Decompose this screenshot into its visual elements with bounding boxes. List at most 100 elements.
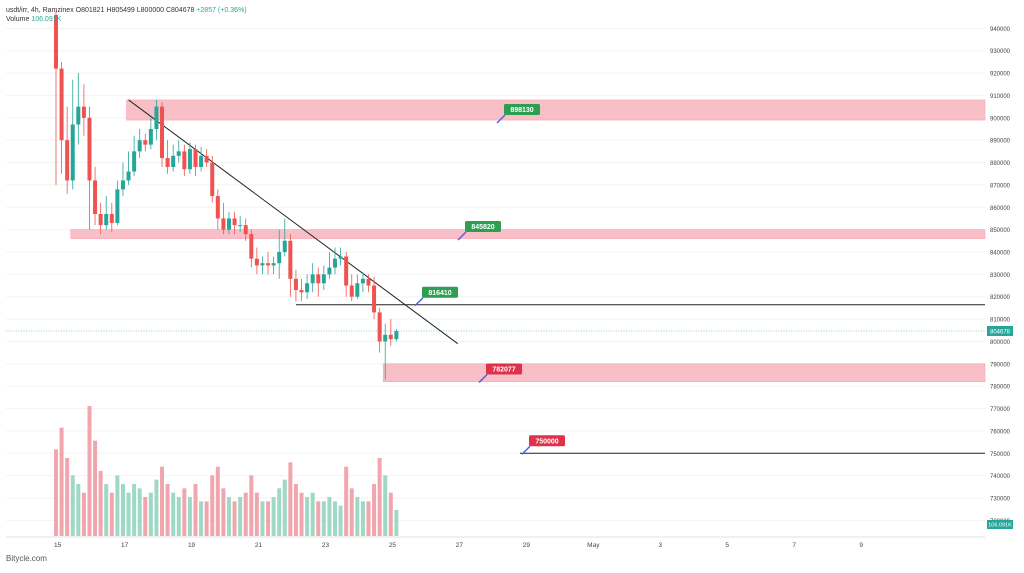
x-tick-label: 15 <box>54 542 62 549</box>
volume-bar <box>372 484 377 536</box>
volume-bar <box>232 501 237 536</box>
volume-bar <box>154 479 159 536</box>
volume-badge <box>987 520 1013 529</box>
candle-body <box>271 263 276 266</box>
volume-bar <box>81 492 86 536</box>
y-tick-label: 880000 <box>990 161 1011 167</box>
volume-bar <box>366 501 371 536</box>
candle-body <box>199 155 204 168</box>
volume-label: Volume <box>6 16 30 23</box>
axes: 7200007300007400007500007600007700007800… <box>6 27 1013 549</box>
candle-body <box>87 117 92 181</box>
volume-bar <box>76 484 81 536</box>
y-tick-label: 920000 <box>990 72 1011 78</box>
candle-body <box>54 14 58 69</box>
volume-bar <box>187 497 192 536</box>
candle-body <box>115 189 120 223</box>
candle-body <box>98 213 103 226</box>
volume-bar <box>176 497 181 536</box>
trendline <box>128 99 459 345</box>
volume-bar <box>288 462 293 536</box>
x-tick-label: 9 <box>859 542 863 549</box>
candle-body <box>383 334 388 342</box>
volume-bar <box>333 501 337 536</box>
volume-bar <box>338 505 343 536</box>
legend-ohlc-row: usdt/irr, 4h, Ramzinex O801821 H805499 L… <box>6 6 247 15</box>
label-pointer <box>457 231 467 241</box>
price-labels: 898130 845820 816410 782077 750000 <box>414 103 565 455</box>
candle-body <box>193 149 198 168</box>
volume-bar <box>70 475 75 536</box>
volume-bar <box>327 497 332 536</box>
volume-bar <box>360 501 365 536</box>
candle-body <box>137 140 142 152</box>
volume-bar <box>65 458 70 536</box>
candle-body <box>65 140 70 181</box>
volume-bar <box>137 488 142 536</box>
candle-body <box>333 258 337 268</box>
y-tick-label: 940000 <box>990 27 1011 33</box>
candle-body <box>372 285 377 313</box>
x-tick-label: 27 <box>456 542 464 549</box>
volume-bar <box>199 501 204 536</box>
candle-body <box>132 151 137 172</box>
volume-bar <box>182 488 187 536</box>
volume-value: 106.091K <box>31 16 62 23</box>
x-tick-label: 5 <box>725 542 729 549</box>
x-tick-label: 23 <box>322 542 330 549</box>
label-text: 845820 <box>471 224 494 231</box>
volume-bar <box>160 466 165 536</box>
volume-bar <box>310 492 315 536</box>
label-text: 816410 <box>428 290 451 297</box>
candle-body <box>104 213 109 226</box>
volume-bar <box>321 501 326 536</box>
y-tick-label: 810000 <box>990 318 1011 324</box>
candle-body <box>338 256 343 259</box>
candle-body <box>109 213 114 223</box>
candle-body <box>349 285 354 297</box>
y-tick-label: 850000 <box>990 228 1011 234</box>
candle-body <box>316 274 321 284</box>
volume-bar <box>193 484 198 536</box>
volume-bar <box>132 484 137 536</box>
x-tick-label: 19 <box>188 542 196 549</box>
volume-bar <box>126 492 131 536</box>
y-tick-label: 790000 <box>990 362 1011 368</box>
candle-body <box>93 180 98 214</box>
y-tick-label: 900000 <box>990 116 1011 122</box>
volume-bar <box>221 488 226 536</box>
y-tick-label: 780000 <box>990 385 1011 391</box>
label-box <box>504 103 540 115</box>
candle-body <box>282 240 287 252</box>
x-tick-label: 7 <box>792 542 796 549</box>
volume-bar <box>143 497 148 536</box>
x-tick-label: 17 <box>121 542 129 549</box>
drawn-lines <box>128 99 985 454</box>
label-box <box>486 363 522 375</box>
volume-bar <box>54 449 58 536</box>
y-tick-label: 800000 <box>990 340 1011 346</box>
price-zones <box>70 99 986 382</box>
volume-bar <box>171 492 176 536</box>
y-tick-label: 760000 <box>990 429 1011 435</box>
candle-body <box>305 283 310 293</box>
x-tick-label: May <box>587 542 600 549</box>
candle-body <box>171 155 176 168</box>
chart-legend: usdt/irr, 4h, Ramzinex O801821 H805499 L… <box>6 6 247 24</box>
volume-bar <box>260 501 265 536</box>
candle-body <box>160 106 165 159</box>
candle-body <box>344 256 349 286</box>
ohlc-values: O801821 H805499 L800000 C804678 <box>75 7 195 14</box>
volume-bar <box>215 466 220 536</box>
label-pointer <box>496 114 506 124</box>
candle-body <box>76 106 81 125</box>
label-box <box>529 435 565 447</box>
symbol-line: usdt/irr, 4h, Ramzinex <box>6 7 74 14</box>
volume-bars <box>54 406 399 536</box>
label-box <box>465 220 501 232</box>
volume-bar <box>115 475 120 536</box>
x-tick-label: 29 <box>523 542 531 549</box>
candle-body <box>299 290 304 293</box>
label-pointer <box>478 373 488 384</box>
